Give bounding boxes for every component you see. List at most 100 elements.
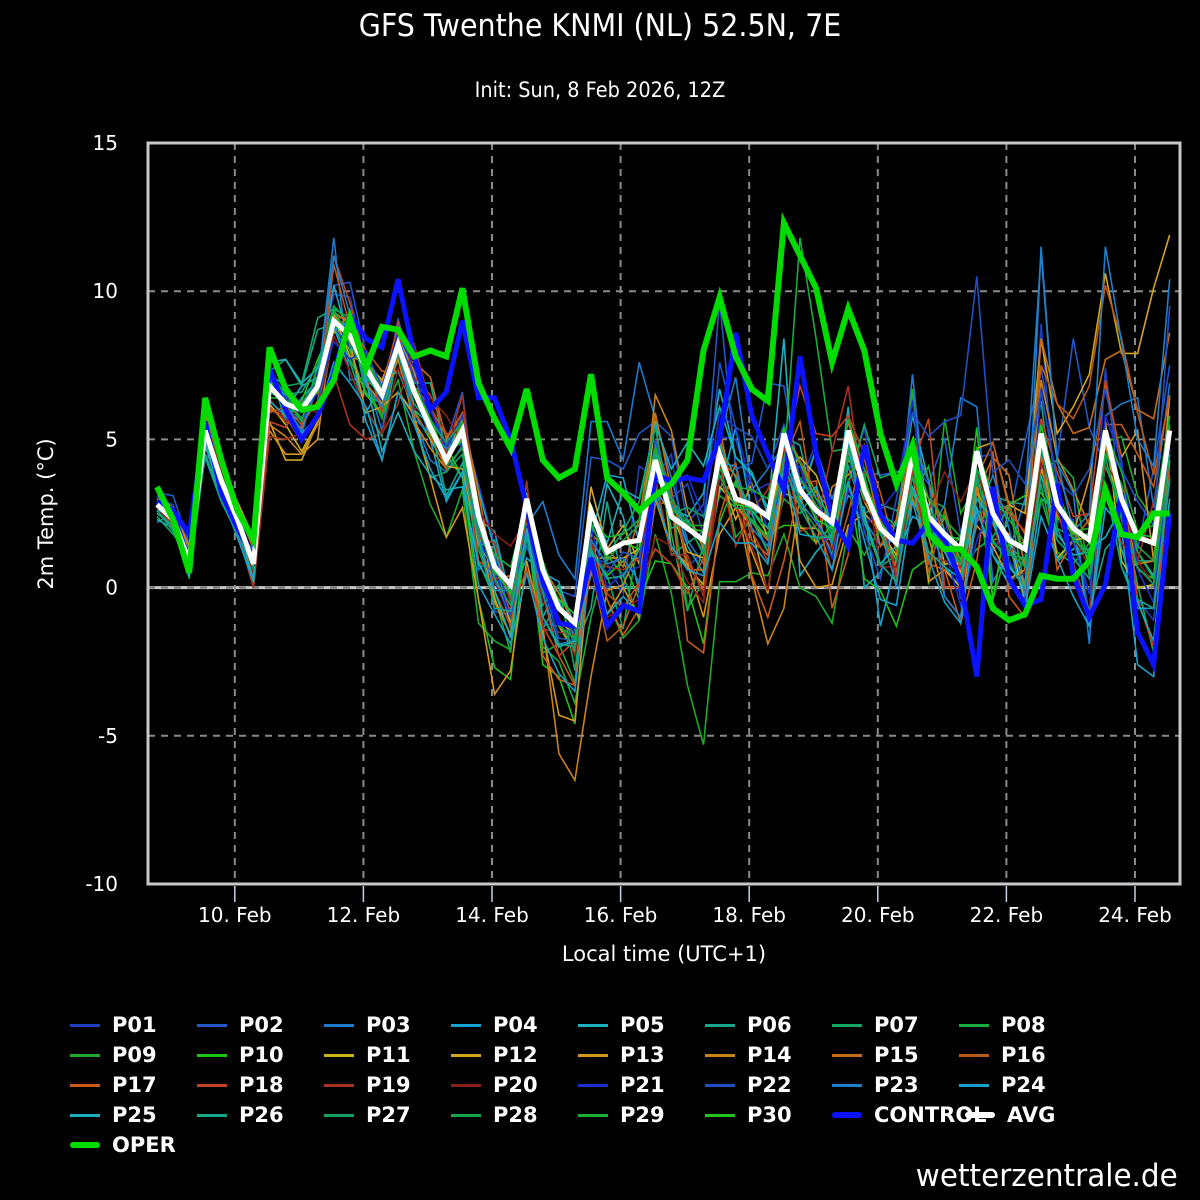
legend-swatch (324, 1083, 354, 1087)
legend-item-p22: P22 (705, 1070, 792, 1100)
legend-item-oper: OPER (70, 1130, 176, 1160)
legend-label: P04 (493, 1013, 538, 1037)
x-tick-label: 14. Feb (455, 903, 529, 927)
legend-swatch (197, 1083, 227, 1087)
legend-item-p08: P08 (959, 1010, 1046, 1040)
legend-item-p01: P01 (70, 1010, 157, 1040)
legend-item-p09: P09 (70, 1040, 157, 1070)
legend-label: P23 (874, 1073, 919, 1097)
legend-label: P06 (747, 1013, 792, 1037)
y-tick-label: -5 (98, 724, 118, 748)
legend-label: OPER (112, 1133, 176, 1157)
legend-label: P17 (112, 1073, 157, 1097)
legend-item-p28: P28 (451, 1100, 538, 1130)
legend-label: P21 (620, 1073, 665, 1097)
y-ticks: 15 10 5 0 -5 -10 (85, 131, 118, 896)
chart: 15 10 5 0 -5 -10 10. Feb 12. Feb 14. Feb 16. Feb… (34, 131, 1182, 966)
legend-label: P28 (493, 1103, 538, 1127)
legend-item-p27: P27 (324, 1100, 411, 1130)
y-tick-label: -10 (85, 872, 118, 896)
legend-label: P18 (239, 1073, 284, 1097)
legend-label: P29 (620, 1103, 665, 1127)
x-axis-label: Local time (UTC+1) (562, 942, 766, 966)
legend-swatch (705, 1083, 735, 1087)
legend-label: P26 (239, 1103, 284, 1127)
legend-item-p07: P07 (832, 1010, 919, 1040)
legend-swatch (451, 1053, 481, 1057)
legend-item-p15: P15 (832, 1040, 919, 1070)
legend-swatch (70, 1113, 100, 1117)
legend-item-p20: P20 (451, 1070, 538, 1100)
legend-label: P30 (747, 1103, 792, 1127)
legend-label: P05 (620, 1013, 665, 1037)
legend-swatch (70, 1083, 100, 1087)
legend-item-p17: P17 (70, 1070, 157, 1100)
legend-item-p12: P12 (451, 1040, 538, 1070)
series-line-p23 (156, 246, 1171, 645)
legend-item-p21: P21 (578, 1070, 665, 1100)
legend-swatch (578, 1083, 608, 1087)
legend-label: P15 (874, 1043, 919, 1067)
legend-label: P20 (493, 1073, 538, 1097)
legend-item-p30: P30 (705, 1100, 792, 1130)
legend-swatch (578, 1113, 608, 1117)
legend-swatch (578, 1023, 608, 1027)
legend-swatch (959, 1023, 989, 1027)
legend-label: P10 (239, 1043, 284, 1067)
legend-item-p29: P29 (578, 1100, 665, 1130)
legend-item-p05: P05 (578, 1010, 665, 1040)
legend-swatch (197, 1023, 227, 1027)
legend-label: P27 (366, 1103, 411, 1127)
legend-swatch (965, 1112, 995, 1118)
legend-label: P24 (1001, 1073, 1046, 1097)
legend-swatch (832, 1023, 862, 1027)
legend-swatch (832, 1112, 862, 1118)
legend-label: P09 (112, 1043, 157, 1067)
legend-swatch (197, 1113, 227, 1117)
legend-item-p03: P03 (324, 1010, 411, 1040)
legend-swatch (70, 1142, 100, 1148)
legend-swatch (832, 1083, 862, 1087)
legend-label: P16 (1001, 1043, 1046, 1067)
legend-item-p04: P04 (451, 1010, 538, 1040)
x-tick-label: 16. Feb (584, 903, 658, 927)
legend-label: P03 (366, 1013, 411, 1037)
legend-swatch (324, 1023, 354, 1027)
y-tick-label: 5 (105, 427, 118, 451)
legend-swatch (451, 1083, 481, 1087)
legend-item-p18: P18 (197, 1070, 284, 1100)
legend-label: P07 (874, 1013, 919, 1037)
legend-item-p06: P06 (705, 1010, 792, 1040)
legend-swatch (451, 1113, 481, 1117)
legend-swatch (705, 1113, 735, 1117)
legend-item-avg: AVG (965, 1100, 1055, 1130)
legend-swatch (959, 1053, 989, 1057)
legend-item-control: CONTROL (832, 1100, 987, 1130)
legend-item-p25: P25 (70, 1100, 157, 1130)
legend-swatch (324, 1053, 354, 1057)
legend-item-p16: P16 (959, 1040, 1046, 1070)
legend-item-p26: P26 (197, 1100, 284, 1130)
legend-swatch (578, 1053, 608, 1057)
legend-item-p23: P23 (832, 1070, 919, 1100)
y-tick-label: 10 (93, 279, 118, 303)
chart-subtitle: Init: Sun, 8 Feb 2026, 12Z (474, 78, 726, 102)
chart-title: GFS Twenthe KNMI (NL) 52.5N, 7E (358, 8, 842, 44)
legend-item-p02: P02 (197, 1010, 284, 1040)
legend-swatch (451, 1023, 481, 1027)
legend-label: P22 (747, 1073, 792, 1097)
credit-watermark: wetterzentrale.de (916, 1158, 1178, 1194)
legend-label: P02 (239, 1013, 284, 1037)
legend-label: P19 (366, 1073, 411, 1097)
y-tick-label: 0 (105, 576, 118, 600)
x-tick-label: 22. Feb (970, 903, 1044, 927)
series-line-oper (154, 212, 1170, 624)
legend-swatch (705, 1053, 735, 1057)
x-tick-label: 12. Feb (327, 903, 401, 927)
legend-label: P08 (1001, 1013, 1046, 1037)
legend-swatch (324, 1113, 354, 1117)
legend-label: P11 (366, 1043, 411, 1067)
legend-swatch (70, 1053, 100, 1057)
legend-label: P25 (112, 1103, 157, 1127)
x-tick-label: 18. Feb (712, 903, 786, 927)
